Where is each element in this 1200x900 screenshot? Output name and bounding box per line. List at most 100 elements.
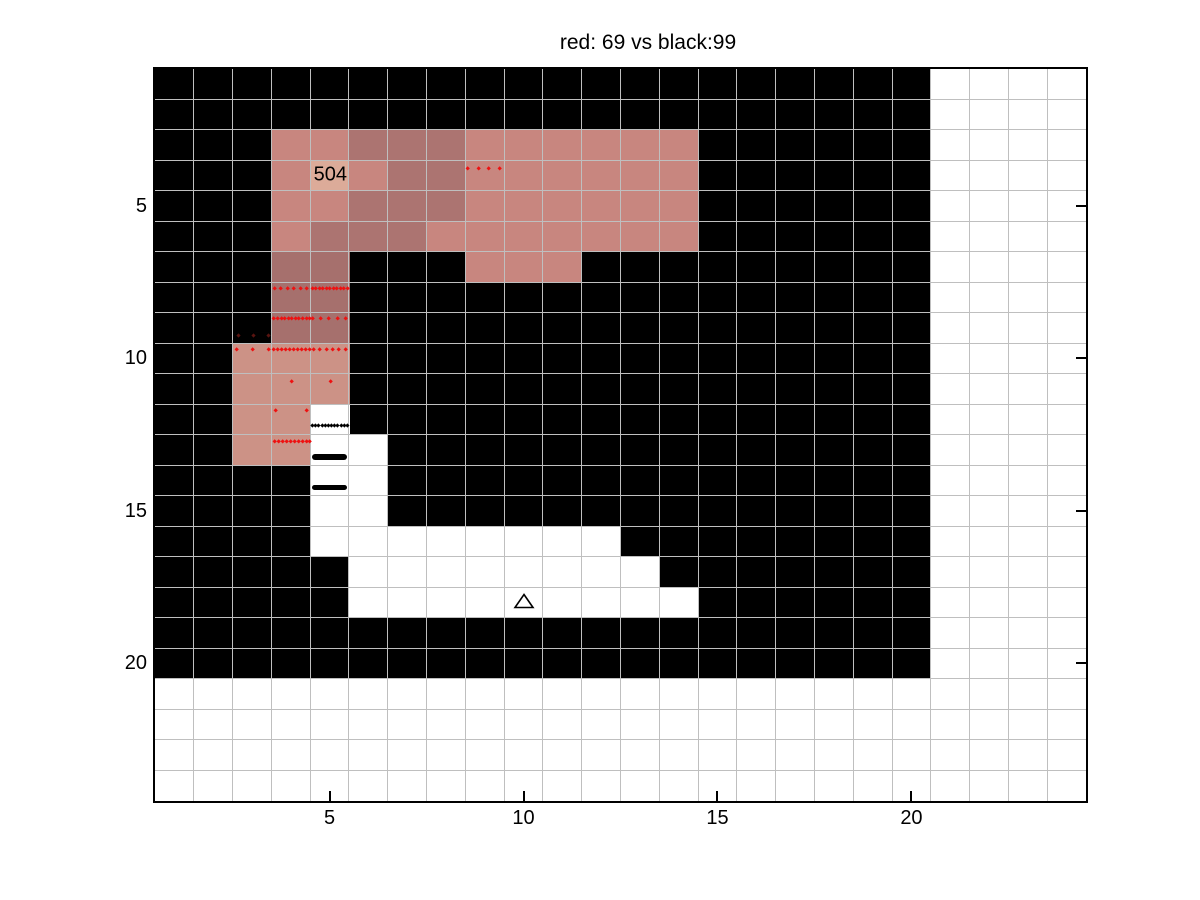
grid-cell-pink: [271, 221, 311, 253]
grid-cell-pink: [581, 160, 622, 192]
x-axis-tick: [522, 790, 525, 801]
grid-cell-pink: [465, 160, 505, 192]
grid-cell-pink: [581, 190, 622, 222]
grid-line-horizontal: [155, 769, 1086, 771]
grid-line-horizontal: [155, 281, 1086, 283]
grid-cell-pink: [310, 190, 350, 222]
grid-cell-pink: [310, 160, 350, 192]
grid-cell-pink: [426, 190, 466, 222]
grid-cell-pink: [310, 129, 350, 161]
grid-cell-pink: [426, 129, 466, 161]
grid-line-horizontal: [155, 403, 1086, 405]
grid-cell-pink: [271, 282, 311, 314]
x-axis-tick: [328, 790, 331, 801]
grid-cell-pink: [504, 221, 544, 253]
y-axis-tick: [1076, 509, 1086, 512]
grid-line-horizontal: [155, 617, 1086, 618]
grid-cell-pink: [271, 190, 311, 222]
grid-cell-pink: [426, 160, 466, 192]
cell-504-label: 504: [313, 163, 348, 186]
grid-line-horizontal: [155, 495, 1086, 496]
grid-line-horizontal: [155, 556, 1086, 557]
grid-cell-pink: [581, 221, 622, 253]
grid-cell-pink: [542, 221, 583, 253]
grid-cell-pink: [387, 160, 428, 192]
grid-line-horizontal: [155, 708, 1086, 710]
grid-cell-pink: [232, 373, 272, 405]
grid-cell-pink: [271, 404, 311, 436]
plot-title: red: 69 vs black:99: [559, 31, 737, 54]
grid-cell-pink: [542, 160, 583, 192]
grid-cell-white: [310, 404, 350, 436]
grid-cell-pink: [348, 129, 389, 161]
black-marker-bar: [312, 484, 347, 490]
grid-cell-pink: [310, 343, 350, 375]
grid-cell-pink: [310, 373, 350, 405]
y-tick-label: 10: [124, 347, 147, 370]
grid-line-horizontal: [155, 159, 1086, 161]
grid-cell-pink: [232, 404, 272, 436]
grid-cell-pink: [504, 129, 544, 161]
grid-line-horizontal: [155, 525, 1086, 527]
grid-cell-pink: [542, 190, 583, 222]
grid-cell-pink: [271, 160, 311, 192]
x-tick-label: 5: [324, 806, 336, 829]
y-tick-label: 5: [135, 194, 147, 217]
grid-cell-pink: [348, 160, 389, 192]
grid-line-horizontal: [155, 678, 1086, 679]
grid-cell-pink: [659, 190, 699, 222]
x-tick-label: 15: [706, 806, 729, 829]
x-tick-label: 20: [900, 806, 923, 829]
grid-cell-pink: [232, 434, 272, 466]
grid-line-horizontal: [155, 586, 1086, 588]
x-tick-label: 10: [512, 806, 535, 829]
y-axis-tick: [1076, 357, 1086, 360]
triangle-marker: [512, 592, 535, 609]
grid-cell-pink: [465, 129, 505, 161]
grid-cell-pink: [504, 160, 544, 192]
grid-cell-pink: [504, 251, 544, 283]
grid-cell-pink: [387, 129, 428, 161]
grid-line-horizontal: [155, 373, 1086, 374]
grid-cell-pink: [271, 129, 311, 161]
y-tick-label: 20: [124, 652, 147, 675]
y-axis-tick: [1076, 662, 1086, 665]
grid-line-horizontal: [155, 434, 1086, 435]
grid-line-horizontal: [155, 464, 1086, 466]
grid-cell-pink: [581, 129, 622, 161]
grid-cell-pink: [465, 251, 505, 283]
grid-cell-pink: [310, 251, 350, 283]
grid-cell-pink: [348, 221, 389, 253]
grid-cell-pink: [271, 373, 311, 405]
grid-line-horizontal: [155, 129, 1086, 130]
grid-cell-pink: [348, 190, 389, 222]
grid-cell-pink: [659, 221, 699, 253]
grid-cell-pink: [465, 221, 505, 253]
grid-cell-pink: [620, 221, 660, 253]
grid-line-horizontal: [155, 190, 1086, 191]
grid-cell-pink: [426, 221, 466, 253]
y-axis-tick: [1076, 204, 1086, 207]
grid-line-horizontal: [155, 312, 1086, 313]
grid-cell-pink: [387, 221, 428, 253]
grid-cell-pink: [504, 190, 544, 222]
grid-cell-pink: [620, 190, 660, 222]
grid-cell-pink: [659, 160, 699, 192]
black-marker-bar: [312, 454, 348, 460]
grid-cell-pink: [620, 129, 660, 161]
grid-cell-pink: [659, 129, 699, 161]
grid-cell-pink: [465, 190, 505, 222]
grid-line-horizontal: [155, 251, 1086, 252]
x-axis-tick: [910, 790, 913, 801]
y-tick-label: 15: [124, 499, 147, 522]
grid-line-horizontal: [155, 647, 1086, 649]
grid-cell-pink: [620, 160, 660, 192]
grid-line-horizontal: [155, 739, 1086, 740]
grid-line-horizontal: [155, 342, 1086, 344]
grid-cell-pink: [387, 190, 428, 222]
grid-line-horizontal: [155, 98, 1086, 100]
grid-cell-pink: [310, 221, 350, 253]
grid-cell-pink: [271, 251, 311, 283]
axes-border: [153, 66, 1088, 803]
